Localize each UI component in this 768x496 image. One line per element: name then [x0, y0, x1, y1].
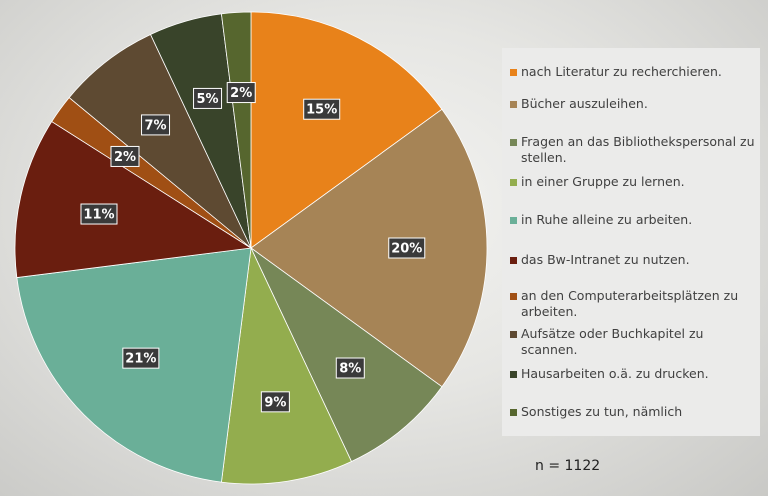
- legend-label: Hausarbeiten o.ä. zu drucken.: [521, 366, 709, 381]
- legend-swatch: [510, 217, 517, 224]
- legend-item-10: Sonstiges zu tun, nämlich: [510, 404, 756, 420]
- pie-slice-1: [250, 11, 443, 249]
- data-label-box: [303, 98, 341, 120]
- data-label-box: [122, 347, 160, 369]
- data-label-5: 21%: [122, 347, 160, 369]
- pie-slice-8: [68, 33, 252, 249]
- pie-slice-6: [14, 120, 253, 279]
- data-label-text: 9%: [264, 395, 286, 410]
- data-label-8: 7%: [141, 114, 171, 136]
- legend-swatch: [510, 139, 517, 146]
- pie-slice-4: [220, 246, 353, 485]
- data-label-text: 11%: [83, 208, 114, 223]
- data-label-box: [110, 145, 140, 167]
- data-label-text: 2%: [230, 86, 252, 101]
- legend-label: Fragen an das Bibliothekspersonal zu ste…: [521, 134, 755, 165]
- legend-label: nach Literatur zu recherchieren.: [521, 64, 722, 79]
- data-label-text: 15%: [306, 103, 337, 118]
- legend-item-3: Fragen an das Bibliothekspersonal zu ste…: [510, 134, 756, 166]
- pie-slice-10: [220, 11, 252, 249]
- data-label-text: 5%: [197, 92, 219, 107]
- legend-item-7: an den Computerarbeitsplätzen zu arbeite…: [510, 288, 756, 320]
- data-label-1: 15%: [303, 98, 341, 120]
- legend-label: das Bw-Intranet zu nutzen.: [521, 252, 690, 267]
- legend-item-1: nach Literatur zu recherchieren.: [510, 64, 756, 80]
- pie-slice-2: [250, 108, 488, 388]
- data-label-4: 9%: [260, 391, 290, 413]
- data-label-box: [80, 203, 118, 225]
- data-label-box: [141, 114, 171, 136]
- data-label-9: 5%: [193, 87, 223, 109]
- data-label-box: [388, 237, 426, 259]
- legend: nach Literatur zu recherchieren. Bücher a…: [502, 48, 760, 436]
- legend-item-5: in Ruhe alleine zu arbeiten.: [510, 212, 756, 228]
- data-label-box: [260, 391, 290, 413]
- legend-swatch: [510, 179, 517, 186]
- legend-swatch: [510, 371, 517, 378]
- data-label-6: 11%: [80, 203, 118, 225]
- legend-swatch: [510, 331, 517, 338]
- data-label-box: [335, 357, 365, 379]
- data-label-text: 8%: [339, 362, 361, 377]
- legend-swatch: [510, 69, 517, 76]
- legend-item-2: Bücher auszuleihen.: [510, 96, 756, 112]
- legend-swatch: [510, 257, 517, 264]
- data-label-text: 20%: [391, 242, 422, 257]
- legend-label: Aufsätze oder Buchkapitel zu scannen.: [521, 326, 704, 357]
- legend-item-6: das Bw-Intranet zu nutzen.: [510, 252, 756, 268]
- pie-slice-3: [250, 247, 443, 463]
- legend-item-8: Aufsätze oder Buchkapitel zu scannen.: [510, 326, 756, 358]
- legend-swatch: [510, 293, 517, 300]
- legend-item-4: in einer Gruppe zu lernen.: [510, 174, 756, 190]
- sample-size-label: n = 1122: [535, 458, 601, 474]
- data-label-text: 7%: [144, 118, 166, 133]
- legend-label: an den Computerarbeitsplätzen zu arbeite…: [521, 288, 739, 319]
- legend-label: Bücher auszuleihen.: [521, 96, 648, 111]
- legend-label: Sonstiges zu tun, nämlich: [521, 404, 683, 419]
- data-label-text: 2%: [114, 150, 136, 165]
- data-label-10: 2%: [226, 82, 256, 104]
- legend-swatch: [510, 101, 517, 108]
- legend-item-9: Hausarbeiten o.ä. zu drucken.: [510, 366, 756, 382]
- data-label-7: 2%: [110, 145, 140, 167]
- data-label-box: [193, 87, 223, 109]
- data-label-box: [226, 82, 256, 104]
- legend-label: in Ruhe alleine zu arbeiten.: [521, 212, 693, 227]
- legend-swatch: [510, 409, 517, 416]
- data-label-text: 21%: [125, 352, 156, 367]
- data-label-2: 20%: [388, 237, 426, 259]
- data-label-3: 8%: [335, 357, 365, 379]
- legend-label: in einer Gruppe zu lernen.: [521, 174, 685, 189]
